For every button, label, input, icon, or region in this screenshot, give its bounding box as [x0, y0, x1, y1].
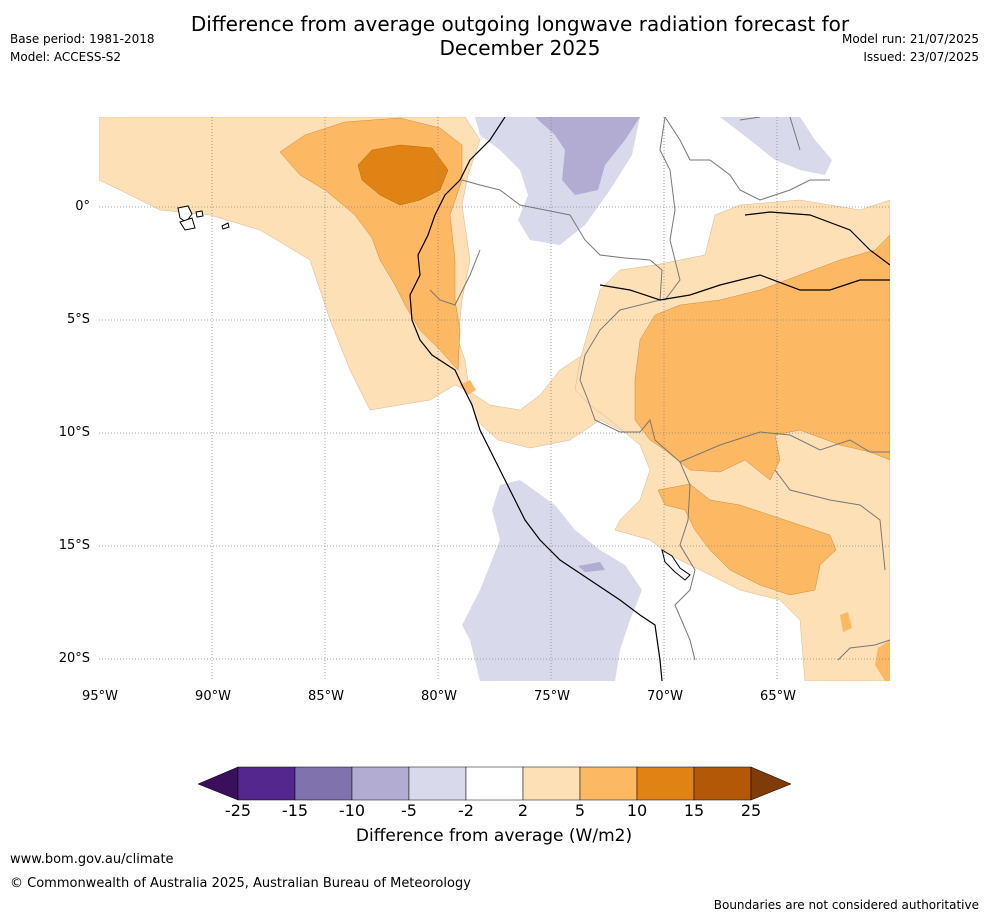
galapagos-islands — [177, 205, 230, 231]
colorbar-extend-low — [197, 766, 239, 801]
colorbar-tick: -25 — [224, 801, 252, 820]
anomaly-neg-5-10-north — [535, 117, 640, 195]
map-layers — [99, 117, 890, 681]
lat-label-5s: 5°S — [66, 312, 90, 327]
lat-label-15s: 15°S — [58, 538, 90, 553]
anomaly-5-10-patch-3 — [875, 640, 890, 681]
colorbar-label: Difference from average (W/m2) — [355, 826, 633, 846]
coastline — [409, 117, 890, 681]
colorbar-swatch-1 — [237, 766, 296, 801]
colorbar-tick: 2 — [517, 801, 529, 820]
lon-label-70w: 70°W — [647, 689, 683, 704]
anomaly-neg-2-5-south — [462, 480, 642, 681]
colorbar-tick: 25 — [740, 801, 762, 820]
country-borders — [429, 117, 890, 661]
anomaly-5-10-amazon — [634, 234, 890, 481]
lon-label-80w: 80°W — [421, 689, 457, 704]
colorbar-swatch-7 — [579, 766, 638, 801]
colorbar-tick: 15 — [683, 801, 705, 820]
lon-label-65w: 65°W — [760, 689, 796, 704]
lon-label-75w: 75°W — [534, 689, 570, 704]
colorbar-swatch-4 — [408, 766, 467, 801]
anomaly-5-10-patch-2 — [840, 612, 852, 632]
model-name: Model: ACCESS-S2 — [10, 50, 122, 64]
anomaly-5-10-bolivia — [657, 483, 837, 596]
lon-label-85w: 85°W — [308, 689, 344, 704]
base-period: Base period: 1981-2018 — [10, 32, 155, 46]
colorbar-tick: -15 — [281, 801, 309, 820]
colorbar-tick: 10 — [626, 801, 648, 820]
anomaly-5-10-patch-1 — [460, 380, 476, 395]
anomaly-neg-5-10-south — [578, 562, 605, 572]
anomaly-neg-2-5-ne — [720, 117, 832, 175]
colorbar-extend-high — [750, 766, 792, 801]
colorbar-tick: -10 — [338, 801, 366, 820]
colorbar-swatch-8 — [636, 766, 695, 801]
colorbar-swatch-3 — [351, 766, 410, 801]
colorbar-swatch-9 — [693, 766, 752, 801]
title-line-1: Difference from average outgoing longwav… — [190, 12, 850, 36]
meta-right: Model run: 21/07/2025 Issued: 23/07/2025 — [842, 30, 979, 66]
colorbar-swatch-2 — [294, 766, 353, 801]
copyright-notice: © Commonwealth of Australia 2025, Austra… — [10, 876, 471, 891]
title-line-2: December 2025 — [439, 36, 601, 60]
boundaries-disclaimer: Boundaries are not considered authoritat… — [713, 898, 979, 912]
meta-left: Base period: 1981-2018 Model: ACCESS-S2 — [10, 30, 155, 66]
colorbar-tick: -5 — [401, 801, 417, 820]
anomaly-10-15-gulf — [357, 144, 449, 206]
lon-label-95w: 95°W — [82, 689, 118, 704]
colorbar-swatch-5 — [465, 766, 524, 801]
map-title: Difference from average outgoing longwav… — [140, 12, 900, 60]
lon-label-90w: 90°W — [195, 689, 231, 704]
colorbar — [197, 766, 792, 801]
lat-label-0: 0° — [75, 199, 90, 214]
colorbar-tick: -2 — [458, 801, 474, 820]
colorbar-tick: 5 — [574, 801, 586, 820]
colorbar-swatch-6 — [522, 766, 581, 801]
lat-label-10s: 10°S — [58, 425, 90, 440]
issued-date: Issued: 23/07/2025 — [863, 50, 979, 64]
model-run: Model run: 21/07/2025 — [841, 32, 979, 46]
website-link[interactable]: www.bom.gov.au/climate — [10, 852, 174, 867]
lake-titicaca — [661, 548, 691, 581]
lat-label-20s: 20°S — [58, 651, 90, 666]
